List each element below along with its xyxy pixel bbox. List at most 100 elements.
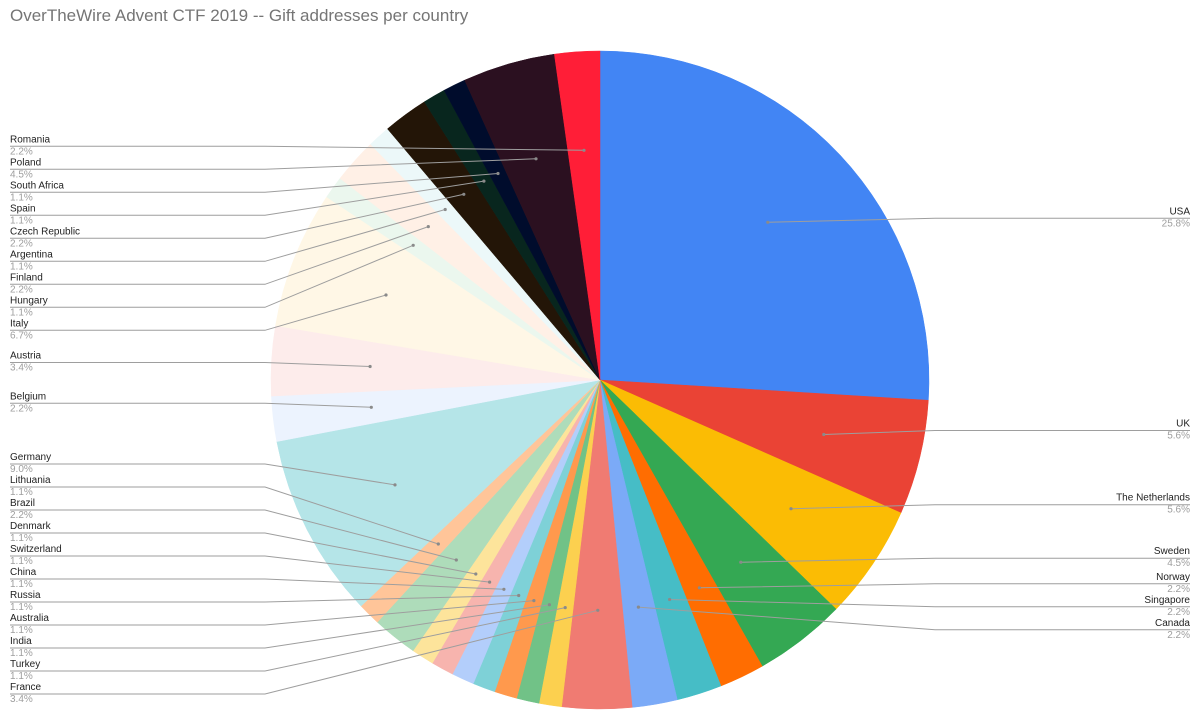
slice-percent-germany: 9.0% [10,464,33,475]
slice-label-hungary: Hungary [10,295,48,306]
leader-line-india [10,604,550,649]
slice-label-austria: Austria [10,351,42,362]
chart-title: OverTheWire Advent CTF 2019 -- Gift addr… [10,6,469,25]
slice-percent-uk: 5.6% [1167,430,1190,441]
slice-label-belgium: Belgium [10,391,46,402]
slice-label-canada: Canada [1155,618,1190,629]
slice-label-australia: Australia [10,613,49,624]
leader-line-brazil [10,509,457,561]
slice-percent-france: 3.4% [10,694,33,705]
slice-percent-austria: 3.4% [10,363,33,374]
slice-percent-usa: 25.8% [1162,218,1190,229]
leader-line-germany [10,463,396,486]
slice-percent-finland: 2.2% [10,284,33,295]
leader-line-czech-republic [10,193,464,239]
leader-line-france [10,609,598,695]
slice-label-usa: USA [1169,206,1190,217]
slice-label-france: France [10,682,42,693]
leader-dot-germany [393,483,397,487]
leader-lines [10,145,1190,695]
slice-percent-spain: 1.1% [10,215,33,226]
leader-dot-usa [766,220,770,224]
leader-line-poland [10,158,537,170]
leader-line-austria [10,362,371,367]
slice-label-romania: Romania [10,134,50,145]
leader-dot-china [502,587,506,591]
leader-dot-denmark [474,572,478,576]
slice-percent-italy: 6.7% [10,330,33,341]
slice-label-turkey: Turkey [10,659,40,670]
leader-line-belgium [10,402,372,408]
leader-dot-france [596,608,600,612]
slice-label-denmark: Denmark [10,521,52,532]
leader-line-russia [10,595,519,603]
leader-line-china [10,578,504,590]
leader-dot-hungary [411,243,415,247]
leader-dot-finland [426,225,430,229]
leader-line-uk [823,430,1190,435]
slice-label-india: India [10,636,32,647]
pie-slice-usa[interactable] [599,50,930,401]
leader-dot-the-netherlands [789,507,793,511]
leader-dot-austria [368,364,372,369]
slice-label-singapore: Singapore [1144,595,1190,606]
slice-label-uk: UK [1176,418,1190,429]
slice-label-russia: Russia [10,590,41,601]
pie-slices [270,50,930,710]
leader-dot-turkey [563,606,567,610]
leader-dot-uk [822,432,826,437]
slice-label-switzerland: Switzerland [10,544,62,555]
slice-label-argentina: Argentina [10,249,53,260]
leader-dot-singapore [668,597,672,602]
leader-line-spain [10,180,484,216]
leader-dot-belgium [369,405,373,409]
slice-percent-canada: 2.2% [1167,630,1190,641]
pie-slice-italy[interactable] [275,196,601,381]
slice-percent-russia: 1.1% [10,602,33,613]
pie-slice-romania[interactable] [554,50,601,381]
leader-dot-spain [482,179,486,183]
slice-percent-czech-republic: 2.2% [10,238,33,249]
leader-dot-australia [532,599,536,603]
pie-slice-germany[interactable] [276,379,601,607]
slice-percent-hungary: 1.1% [10,307,33,318]
leader-dot-switzerland [488,580,492,584]
slice-label-south-africa: South Africa [10,180,64,191]
leader-dot-canada [636,605,641,609]
leader-dot-sweden [739,560,743,564]
leader-line-singapore [669,599,1190,608]
slice-label-poland: Poland [10,157,41,168]
slice-percent-south-africa: 1.1% [10,192,33,203]
leader-dot-poland [534,157,538,161]
slice-label-china: China [10,567,37,578]
leader-line-argentina [10,209,446,262]
leader-line-denmark [10,532,476,575]
slice-percent-lithuania: 1.1% [10,487,33,498]
slice-percent-belgium: 2.2% [10,403,33,414]
leader-line-lithuania [10,486,439,545]
leader-line-south-africa [10,173,499,193]
slice-percent-singapore: 2.2% [1167,607,1190,618]
leader-line-australia [10,600,534,626]
slice-percent-denmark: 1.1% [10,533,33,544]
slice-percent-sweden: 4.5% [1167,558,1190,569]
leader-line-turkey [10,607,566,672]
leader-line-usa [767,217,1190,223]
slice-percent-turkey: 1.1% [10,671,33,682]
leader-dot-czech-republic [462,192,466,196]
leader-dot-italy [384,293,388,297]
slice-label-sweden: Sweden [1154,546,1190,557]
slice-percent-australia: 1.1% [10,625,33,636]
slice-label-brazil: Brazil [10,498,35,509]
slice-percent-poland: 4.5% [10,169,33,180]
leader-line-sweden [740,557,1190,563]
leader-line-switzerland [10,555,490,583]
leader-dot-romania [582,148,586,152]
slice-percent-argentina: 1.1% [10,261,33,272]
leader-line-norway [699,583,1190,589]
slice-percent-brazil: 2.2% [10,510,33,521]
slice-percent-switzerland: 1.1% [10,556,33,567]
leader-line-canada [638,606,1190,631]
slice-label-lithuania: Lithuania [10,475,51,486]
